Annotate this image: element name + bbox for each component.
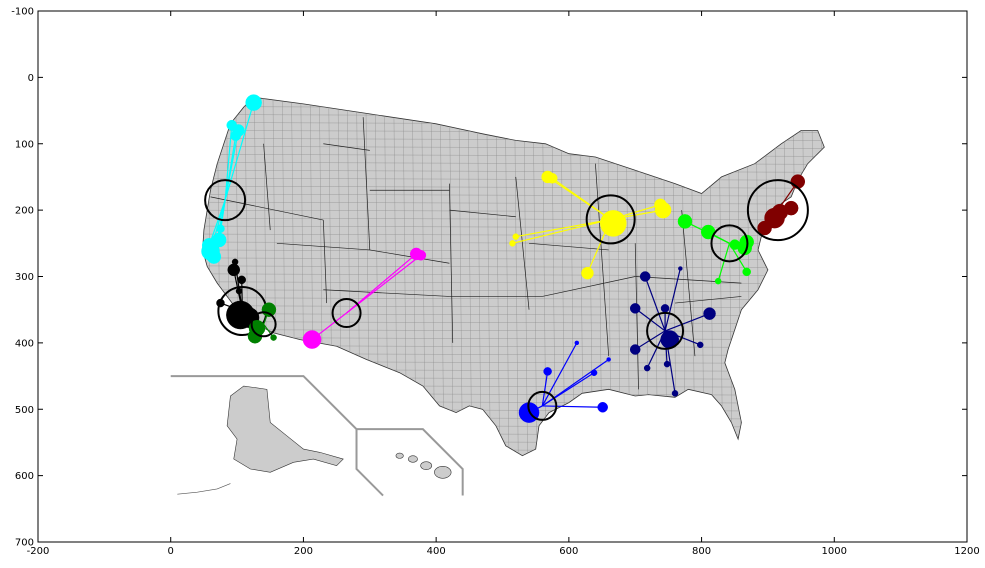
cluster-0-center-ring <box>204 179 247 222</box>
state-borders <box>210 117 742 390</box>
cluster-7-point-7 <box>663 360 671 368</box>
us-mainland-map <box>202 96 825 457</box>
cluster-2-center-ring <box>250 311 277 338</box>
x-tick-label: 600 <box>559 546 578 557</box>
x-tick-label: 400 <box>427 546 446 557</box>
cluster-4-point-5 <box>600 210 627 237</box>
cluster-7-point-10 <box>660 304 670 313</box>
cluster-4-point-7 <box>654 198 667 212</box>
cluster-1-point-1 <box>227 263 241 277</box>
y-tick-label: 400 <box>15 338 34 349</box>
cluster-7-point-8 <box>671 390 679 397</box>
cluster-4-link-2 <box>515 218 611 238</box>
cluster-2-point-3 <box>270 334 277 341</box>
cluster-0-point-8 <box>206 249 222 264</box>
cluster-3-point-2 <box>415 250 427 261</box>
cluster-8-point-2 <box>597 402 608 413</box>
cluster-8-point-5 <box>574 340 580 346</box>
cluster-0-link-1 <box>224 125 233 201</box>
cluster-8-point-1 <box>543 367 552 376</box>
cluster-1-point-2 <box>237 275 246 285</box>
cluster-4-point-2 <box>512 233 520 240</box>
cluster-7-point-5 <box>629 344 641 355</box>
cluster-8-link-1 <box>541 371 549 407</box>
inset-border-hawaii <box>356 428 464 496</box>
cluster-5-point-0 <box>677 214 693 229</box>
cluster-7-point-1 <box>678 266 683 271</box>
cluster-3-link-1 <box>346 253 417 314</box>
cluster-0-point-4 <box>216 224 225 233</box>
cluster-7-point-3 <box>703 307 716 320</box>
cluster-4-center-ring <box>585 194 636 245</box>
x-tick-label: 1200 <box>954 546 979 557</box>
x-tick-label: -200 <box>27 546 50 557</box>
cluster-4-link-1 <box>551 177 612 220</box>
cluster-7-point-9 <box>696 341 704 349</box>
cluster-3-link-2 <box>346 254 422 314</box>
cluster-1-point-3 <box>235 287 243 295</box>
x-tick-label: 200 <box>294 546 313 557</box>
y-tick-label: 100 <box>15 139 34 150</box>
x-tick-label: 1000 <box>822 546 847 557</box>
hawaii-island <box>434 466 452 479</box>
cluster-7-point-0 <box>639 271 651 282</box>
cluster-8-center-ring <box>527 390 558 421</box>
hawaii-island <box>395 452 404 459</box>
y-tick-label: 500 <box>15 405 34 416</box>
cluster-5-link-5 <box>717 243 731 282</box>
y-tick-label: 0 <box>28 73 34 84</box>
cluster-7-link-0 <box>644 276 666 332</box>
cluster-4-link-3 <box>512 218 611 244</box>
x-tick-label: 0 <box>168 546 174 557</box>
y-tick-label: 200 <box>15 206 34 217</box>
alaska-map <box>226 385 344 473</box>
cluster-8-link-2 <box>542 405 603 408</box>
cluster-0-link-0 <box>224 102 255 201</box>
cluster-5-point-6 <box>742 267 751 277</box>
cluster-3-center-ring <box>331 298 362 329</box>
cluster-7-point-6 <box>643 364 651 372</box>
cluster-4-point-3 <box>509 240 516 247</box>
cluster-5-point-5 <box>714 277 722 285</box>
cluster-8-point-3 <box>590 369 598 376</box>
cluster-8-link-5 <box>541 342 578 407</box>
aleutian-islands <box>177 483 231 495</box>
cluster-3-point-0 <box>302 330 322 349</box>
hawaii-island <box>420 461 433 470</box>
cluster-8-point-4 <box>606 357 611 362</box>
y-tick-label: -100 <box>11 7 34 18</box>
y-tick-label: 700 <box>15 538 34 549</box>
cluster-4-point-4 <box>581 266 594 280</box>
cluster-4-point-1 <box>547 173 558 184</box>
x-tick-label: 800 <box>692 546 711 557</box>
cluster-5-center-ring <box>710 224 749 263</box>
cluster-7-link-1 <box>664 268 681 332</box>
cluster-6-point-4 <box>757 220 772 236</box>
y-tick-label: 300 <box>15 272 34 283</box>
hawaii-island <box>407 455 418 463</box>
cluster-7-link-3 <box>664 313 710 332</box>
cluster-7-center-ring <box>646 311 685 350</box>
cluster-0-link-3 <box>224 135 237 201</box>
cluster-6-point-3 <box>771 203 789 221</box>
cluster-5-point-4 <box>729 239 740 250</box>
y-tick-label: 600 <box>15 471 34 482</box>
cluster-0-point-0 <box>245 94 262 111</box>
cluster-0-point-3 <box>230 130 241 142</box>
cluster-6-center-ring <box>746 179 809 242</box>
cluster-7-point-2 <box>629 303 641 314</box>
